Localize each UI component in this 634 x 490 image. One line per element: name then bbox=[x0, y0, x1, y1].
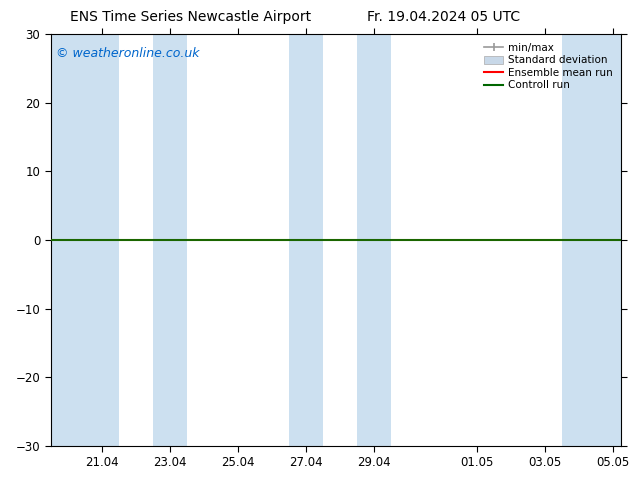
Bar bbox=[51, 34, 119, 446]
Text: Fr. 19.04.2024 05 UTC: Fr. 19.04.2024 05 UTC bbox=[367, 10, 521, 24]
Text: ENS Time Series Newcastle Airport: ENS Time Series Newcastle Airport bbox=[70, 10, 311, 24]
Bar bbox=[562, 34, 621, 446]
Legend: min/max, Standard deviation, Ensemble mean run, Controll run: min/max, Standard deviation, Ensemble me… bbox=[480, 39, 617, 95]
Bar bbox=[358, 34, 391, 446]
Bar bbox=[289, 34, 323, 446]
Bar bbox=[153, 34, 187, 446]
Text: © weatheronline.co.uk: © weatheronline.co.uk bbox=[56, 47, 200, 60]
